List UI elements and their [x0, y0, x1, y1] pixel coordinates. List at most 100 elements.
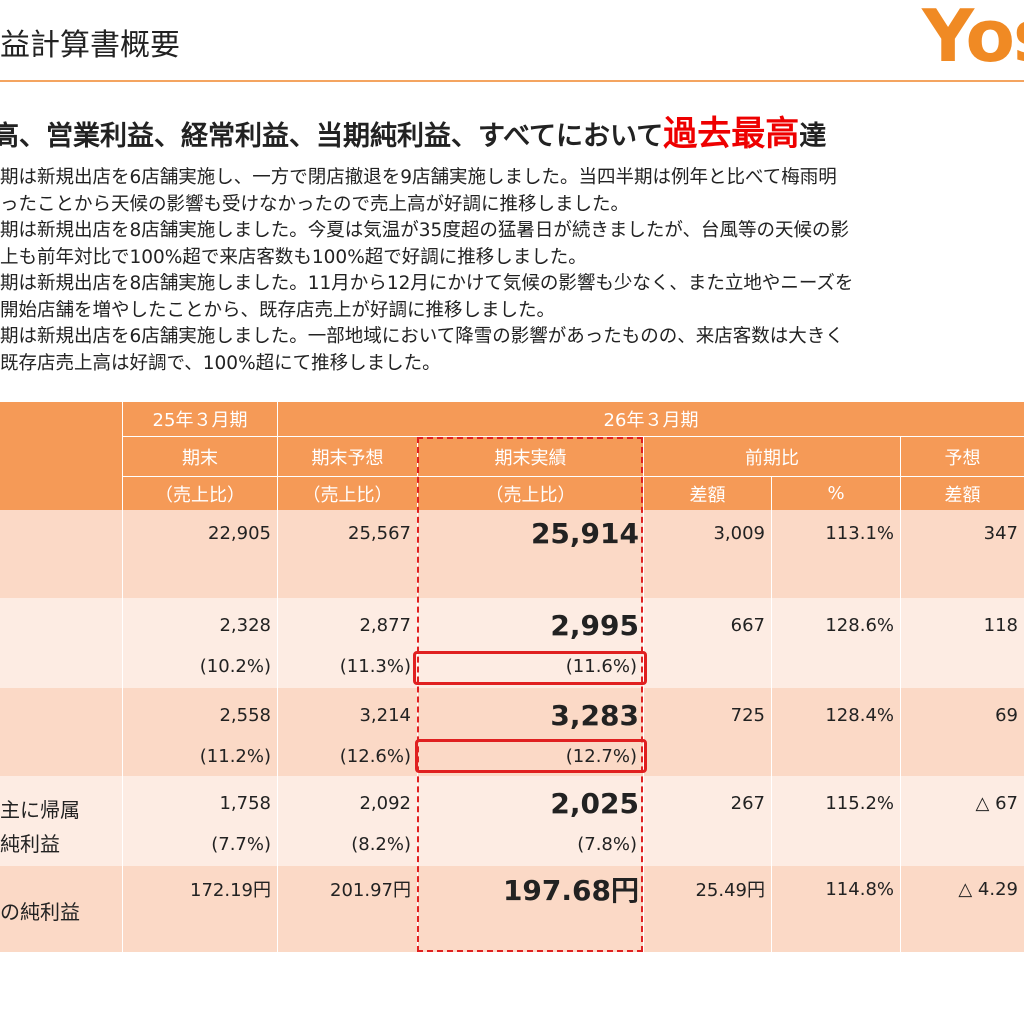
header-cell: 前期比 — [643, 437, 900, 477]
col-line — [277, 866, 278, 952]
col-line — [643, 866, 644, 952]
body-line: 期は新規出店を6店舗実施し、一方で閉店撤退を9店舗実施しました。当四半期は例年と… — [0, 167, 837, 188]
row-bg — [0, 598, 1024, 689]
cell-value: 118 — [983, 614, 1018, 636]
col-line — [771, 866, 772, 952]
cell-value: 25.49円 — [695, 880, 765, 901]
col-line — [900, 866, 901, 952]
cell-value: 267 — [730, 792, 765, 814]
cell-value: 725 — [730, 704, 765, 726]
header-cell: （売上比） — [277, 477, 417, 510]
cell-value: 172.19円 — [190, 880, 271, 901]
body-line: 上も前年対比で100%超で来店客数も100%超で好調に推移しました。 — [0, 246, 587, 268]
cell-value: 2,877 — [359, 614, 411, 636]
headline: 高、営業利益、経常利益、当期純利益、すべてにおいて過去最高達 — [0, 106, 826, 155]
col-line — [900, 688, 901, 776]
col-line — [122, 776, 123, 866]
col-line — [900, 598, 901, 688]
row-label: の純利益 — [0, 900, 80, 924]
row-label: 純利益 — [0, 832, 60, 856]
col-line — [900, 510, 901, 598]
header-cell: 差額 — [643, 477, 771, 510]
headline-highlight: 過去最高 — [663, 114, 800, 154]
col-line — [122, 510, 123, 598]
col-line — [771, 688, 772, 776]
cell-value: 197.68円 — [502, 874, 639, 907]
unit-note: （ — [1016, 372, 1024, 398]
cell-ratio: (11.2%) — [199, 745, 271, 767]
header-bg — [0, 402, 1024, 510]
body-line: 既存店売上高は好調で、100%超にて推移しました。 — [0, 352, 441, 374]
cell-value: 347 — [983, 522, 1018, 544]
cell-ratio: (7.7%) — [211, 833, 271, 855]
header-cell: 26年３月期 — [277, 402, 1024, 437]
row-bg — [0, 510, 1024, 599]
col-line — [900, 776, 901, 866]
cell-value: △ 67 — [975, 792, 1018, 814]
col-line — [643, 776, 644, 866]
col-line — [277, 776, 278, 866]
cell-value: 2,025 — [550, 786, 639, 820]
cell-value: 667 — [730, 614, 765, 636]
title: 益計算書概要 — [0, 28, 180, 63]
col-line — [643, 510, 644, 598]
headline-tail: 達 — [799, 121, 827, 152]
cell-value: 1,758 — [219, 792, 271, 814]
cell-value: 3,009 — [713, 522, 765, 544]
cell-value: 113.1% — [825, 522, 894, 544]
cell-value: 201.97円 — [330, 880, 411, 901]
body-line: 期は新規出店を8店舗実施しました。11月から12月にかけて気候の影響も少なく、ま… — [0, 273, 854, 294]
cell-ratio: (11.3%) — [339, 655, 411, 677]
cell-value: 3,214 — [359, 704, 411, 726]
col-line — [771, 598, 772, 688]
row-bg — [0, 866, 1024, 953]
col-line — [277, 510, 278, 598]
col-line — [771, 510, 772, 598]
cell-value: 115.2% — [825, 792, 894, 814]
cell-value: 2,995 — [550, 608, 639, 642]
cell-value: 128.6% — [825, 614, 894, 636]
header-cell: 差額 — [900, 477, 1024, 510]
cell-value: 128.4% — [825, 704, 894, 726]
cell-ratio: (11.6%) — [565, 655, 637, 677]
col-line — [277, 598, 278, 688]
cell-value: 25,567 — [348, 522, 411, 544]
cell-value: 2,558 — [219, 704, 271, 726]
body-line: ったことから天候の影響も受けなかったので売上高が好調に推移しました。 — [0, 193, 630, 215]
header-cell: 期末 — [122, 437, 277, 477]
body-line: 開始店舗を増やしたことから、既存店売上が好調に推移しました。 — [0, 299, 556, 321]
logo: Yos — [922, 0, 1024, 78]
col-line — [771, 776, 772, 866]
col-line — [277, 688, 278, 776]
cell-value: 2,328 — [219, 614, 271, 636]
cell-value: 25,914 — [530, 516, 639, 550]
cell-value: 2,092 — [359, 792, 411, 814]
body-line: 期は新規出店を8店舗実施しました。今夏は気温が35度超の猛暑日が続きましたが、台… — [0, 220, 849, 241]
headline-text: 高、営業利益、経常利益、当期純利益、すべてにおいて — [0, 121, 664, 152]
header-cell: 予想 — [900, 437, 1024, 477]
col-line — [122, 688, 123, 776]
header-cell: （売上比） — [122, 477, 277, 510]
cell-value: 114.8% — [825, 878, 894, 900]
cell-value: 69 — [995, 704, 1018, 726]
header-cell: 期末予想 — [277, 437, 417, 477]
cell-value: 22,905 — [208, 522, 271, 544]
cell-ratio: (12.6%) — [339, 745, 411, 767]
col-line — [122, 866, 123, 952]
cell-ratio: (12.7%) — [565, 745, 637, 767]
col-line — [643, 688, 644, 776]
highlight-cell — [415, 739, 647, 773]
cell-value: 3,283 — [550, 698, 639, 732]
cell-ratio: (8.2%) — [351, 833, 411, 855]
col-line — [122, 598, 123, 688]
highlight-column — [417, 437, 643, 952]
cell-ratio: (7.8%) — [577, 833, 637, 855]
highlight-cell — [413, 651, 647, 685]
header-cell: % — [771, 477, 900, 510]
body-line: 期は新規出店を6店舗実施しました。一部地域において降雪の影響があったものの、来店… — [0, 326, 844, 347]
col-line — [643, 598, 644, 688]
header-cell: 25年３月期 — [122, 402, 277, 437]
cell-value: △ 4.29 — [958, 878, 1018, 900]
cell-ratio: (10.2%) — [199, 655, 271, 677]
